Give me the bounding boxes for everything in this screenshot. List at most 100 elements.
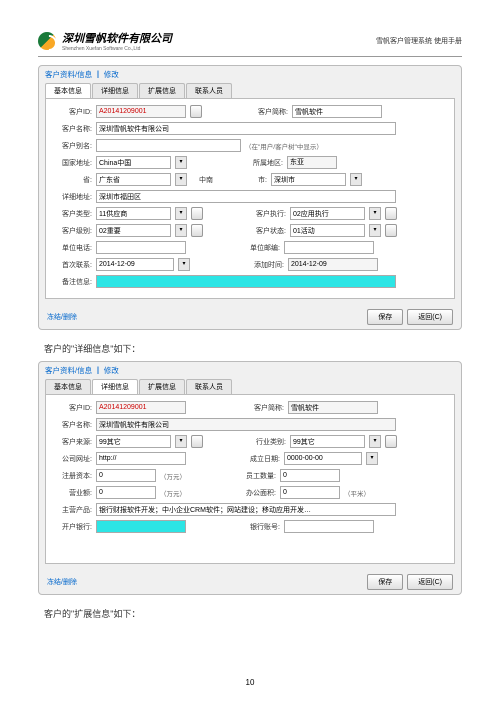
tab-basic-2[interactable]: 基本信息 <box>45 379 91 394</box>
name-input[interactable] <box>96 122 396 135</box>
level-edit-button[interactable] <box>191 224 203 237</box>
alias-input[interactable] <box>96 139 241 152</box>
panel-title: 客户资料/信息 ┃ 修改 <box>39 66 461 83</box>
customer-id-input <box>96 105 186 118</box>
tab-contacts[interactable]: 联系人员 <box>186 83 232 98</box>
status-dropdown[interactable]: ▾ <box>369 224 381 237</box>
add-input <box>288 258 378 271</box>
tab-detail[interactable]: 详细信息 <box>92 83 138 98</box>
tel-input[interactable] <box>96 241 186 254</box>
tab-extend[interactable]: 扩展信息 <box>139 83 185 98</box>
prod-input[interactable] <box>96 503 396 516</box>
country-input[interactable] <box>96 156 171 169</box>
status-edit-button[interactable] <box>385 224 397 237</box>
short-name-input[interactable] <box>292 105 382 118</box>
area-unit: （平米） <box>344 488 370 498</box>
found-input[interactable] <box>284 452 362 465</box>
level-input[interactable] <box>96 224 171 237</box>
cap-label: 注册资本: <box>54 471 92 481</box>
name-input-2 <box>96 418 396 431</box>
page-header: 深圳雪帆软件有限公司 Shenzhen Xuefan Software Co.,… <box>38 30 462 57</box>
doc-title: 雪帆客户管理系统 使用手册 <box>376 36 462 46</box>
type-edit-button[interactable] <box>191 207 203 220</box>
city-label: 市: <box>249 175 267 185</box>
acct-input[interactable] <box>284 520 374 533</box>
first-label: 首次联系: <box>54 260 92 270</box>
cap-input[interactable] <box>96 469 156 482</box>
bank-input[interactable] <box>96 520 186 533</box>
note-label: 备注信息: <box>54 277 92 287</box>
area-label: 办公面积: <box>238 488 276 498</box>
region-label: 所属地区: <box>245 158 283 168</box>
name-label: 客户名称: <box>54 124 92 134</box>
add-label: 添加时间: <box>246 260 284 270</box>
company-logo <box>38 32 56 50</box>
tab-basic[interactable]: 基本信息 <box>45 83 91 98</box>
note-input[interactable] <box>96 275 396 288</box>
exec-dropdown[interactable]: ▾ <box>369 207 381 220</box>
short-name-label: 客户简称: <box>250 107 288 117</box>
company-name-en: Shenzhen Xuefan Software Co.,Ltd <box>62 46 172 52</box>
type-dropdown[interactable]: ▾ <box>175 207 187 220</box>
province-dropdown[interactable]: ▾ <box>175 173 187 186</box>
delete-link-2[interactable]: 冻结/删除 <box>47 577 77 587</box>
post-label: 单位邮编: <box>242 243 280 253</box>
status-label: 客户状态: <box>248 226 286 236</box>
city-input[interactable] <box>271 173 346 186</box>
exec-edit-button[interactable] <box>385 207 397 220</box>
ind-edit-button[interactable] <box>385 435 397 448</box>
province-input[interactable] <box>96 173 171 186</box>
emp-input[interactable] <box>280 469 340 482</box>
panel-basic-info: 客户资料/信息 ┃ 修改 基本信息 详细信息 扩展信息 联系人员 客户ID: 客… <box>38 65 462 330</box>
lookup-button[interactable] <box>190 105 202 118</box>
rev-label: 营业额: <box>54 488 92 498</box>
area-input[interactable] <box>280 486 340 499</box>
delete-link[interactable]: 冻结/删除 <box>47 312 77 322</box>
status-input[interactable] <box>290 224 365 237</box>
first-date-button[interactable]: ▾ <box>178 258 190 271</box>
ind-label: 行业类别: <box>248 437 286 447</box>
ind-dropdown[interactable]: ▾ <box>369 435 381 448</box>
rev-input[interactable] <box>96 486 156 499</box>
addr-label: 详细地址: <box>54 192 92 202</box>
tab-detail-2[interactable]: 详细信息 <box>92 379 138 394</box>
customer-id-label: 客户ID: <box>54 107 92 117</box>
panel-detail-info: 客户资料/信息 ┃ 修改 基本信息 详细信息 扩展信息 联系人员 客户ID: 客… <box>38 361 462 595</box>
web-input[interactable] <box>96 452 186 465</box>
page-number: 10 <box>0 678 500 687</box>
exec-input[interactable] <box>290 207 365 220</box>
save-button[interactable]: 保存 <box>367 309 403 325</box>
addr-input[interactable] <box>96 190 396 203</box>
panel-title-2: 客户资料/信息 ┃ 修改 <box>39 362 461 379</box>
web-label: 公司网址: <box>54 454 92 464</box>
back-button[interactable]: 返回(C) <box>407 309 453 325</box>
prod-label: 主营产品: <box>54 505 92 515</box>
bank-label: 开户银行: <box>54 522 92 532</box>
tab-contacts-2[interactable]: 联系人员 <box>186 379 232 394</box>
country-dropdown[interactable]: ▾ <box>175 156 187 169</box>
province-label: 省: <box>54 175 92 185</box>
tab-extend-2[interactable]: 扩展信息 <box>139 379 185 394</box>
alias-hint: （在"用户/客户树"中显示） <box>245 141 323 151</box>
type-label: 客户类型: <box>54 209 92 219</box>
found-date-button[interactable]: ▾ <box>366 452 378 465</box>
type-input[interactable] <box>96 207 171 220</box>
src-dropdown[interactable]: ▾ <box>175 435 187 448</box>
region-mid: 中南 <box>191 175 221 185</box>
tabs: 基本信息 详细信息 扩展信息 联系人员 <box>39 83 461 98</box>
save-button-2[interactable]: 保存 <box>367 574 403 590</box>
level-dropdown[interactable]: ▾ <box>175 224 187 237</box>
src-input[interactable] <box>96 435 171 448</box>
ind-input[interactable] <box>290 435 365 448</box>
emp-label: 员工数量: <box>238 471 276 481</box>
src-label: 客户来源: <box>54 437 92 447</box>
back-button-2[interactable]: 返回(C) <box>407 574 453 590</box>
acct-label: 银行账号: <box>242 522 280 532</box>
first-input[interactable] <box>96 258 174 271</box>
src-edit-button[interactable] <box>191 435 203 448</box>
city-dropdown[interactable]: ▾ <box>350 173 362 186</box>
company-name-cn: 深圳雪帆软件有限公司 <box>62 30 172 46</box>
post-input[interactable] <box>284 241 374 254</box>
level-label: 客户级别: <box>54 226 92 236</box>
cap-unit: （万元） <box>160 471 186 481</box>
